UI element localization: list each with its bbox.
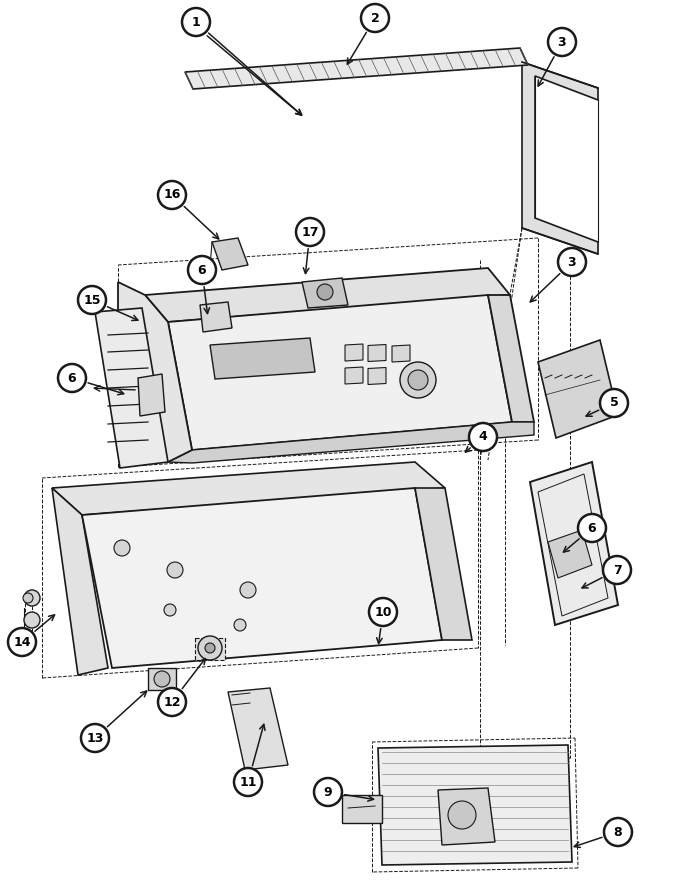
Polygon shape xyxy=(118,282,192,462)
Text: 17: 17 xyxy=(301,226,319,238)
Polygon shape xyxy=(302,278,348,308)
Circle shape xyxy=(164,604,176,616)
Circle shape xyxy=(408,370,428,390)
Text: 11: 11 xyxy=(239,775,257,789)
Polygon shape xyxy=(138,374,165,416)
Circle shape xyxy=(361,4,389,32)
Polygon shape xyxy=(168,295,512,450)
Circle shape xyxy=(154,671,170,687)
Polygon shape xyxy=(185,48,528,89)
Polygon shape xyxy=(522,62,598,254)
Text: 8: 8 xyxy=(613,825,622,839)
Text: 4: 4 xyxy=(479,430,488,444)
Circle shape xyxy=(400,362,436,398)
Polygon shape xyxy=(345,344,363,361)
Circle shape xyxy=(369,598,397,626)
Text: 13: 13 xyxy=(86,731,103,745)
Polygon shape xyxy=(228,688,288,770)
Polygon shape xyxy=(378,745,572,865)
Text: 5: 5 xyxy=(610,396,618,410)
Polygon shape xyxy=(168,422,534,463)
Text: 2: 2 xyxy=(371,12,379,24)
Circle shape xyxy=(448,801,476,829)
Text: 3: 3 xyxy=(568,255,577,269)
Polygon shape xyxy=(52,462,445,515)
Bar xyxy=(195,638,225,660)
Polygon shape xyxy=(212,238,248,270)
Circle shape xyxy=(604,818,632,846)
Polygon shape xyxy=(438,788,495,845)
Text: 10: 10 xyxy=(374,605,392,619)
Circle shape xyxy=(24,590,40,606)
Polygon shape xyxy=(415,488,472,640)
Circle shape xyxy=(24,612,40,628)
Circle shape xyxy=(198,636,222,660)
Polygon shape xyxy=(82,488,442,668)
Circle shape xyxy=(314,778,342,806)
Circle shape xyxy=(234,619,246,631)
Circle shape xyxy=(158,181,186,209)
Text: 6: 6 xyxy=(68,371,76,385)
Text: 12: 12 xyxy=(163,696,181,708)
Bar xyxy=(148,668,176,690)
Polygon shape xyxy=(200,302,232,332)
Polygon shape xyxy=(538,340,618,438)
Circle shape xyxy=(188,256,216,284)
Circle shape xyxy=(240,582,256,598)
Circle shape xyxy=(81,724,109,752)
Polygon shape xyxy=(368,345,386,362)
Circle shape xyxy=(548,28,576,56)
Circle shape xyxy=(296,218,324,246)
Polygon shape xyxy=(368,368,386,385)
Polygon shape xyxy=(52,488,108,675)
Circle shape xyxy=(558,248,586,276)
Polygon shape xyxy=(210,338,315,379)
Polygon shape xyxy=(345,367,363,384)
Circle shape xyxy=(23,593,33,603)
Circle shape xyxy=(158,688,186,716)
Circle shape xyxy=(114,540,130,556)
Circle shape xyxy=(234,768,262,796)
Circle shape xyxy=(182,8,210,36)
Polygon shape xyxy=(392,345,410,362)
Text: 14: 14 xyxy=(13,636,31,648)
Circle shape xyxy=(600,389,628,417)
Polygon shape xyxy=(488,295,534,422)
Text: 1: 1 xyxy=(192,15,201,29)
Text: 7: 7 xyxy=(613,563,622,577)
Polygon shape xyxy=(95,308,168,468)
Circle shape xyxy=(205,643,215,653)
Text: 9: 9 xyxy=(324,786,333,798)
Text: 15: 15 xyxy=(83,294,101,306)
Circle shape xyxy=(317,284,333,300)
Polygon shape xyxy=(530,462,618,625)
Text: 6: 6 xyxy=(198,263,206,277)
Text: 6: 6 xyxy=(588,522,596,535)
Polygon shape xyxy=(548,530,592,578)
Circle shape xyxy=(578,514,606,542)
Circle shape xyxy=(603,556,631,584)
Circle shape xyxy=(78,286,106,314)
Text: 16: 16 xyxy=(163,188,181,202)
Circle shape xyxy=(58,364,86,392)
Text: 3: 3 xyxy=(558,36,566,48)
Bar xyxy=(342,795,382,823)
Circle shape xyxy=(167,562,183,578)
Circle shape xyxy=(469,423,497,451)
Polygon shape xyxy=(145,268,510,322)
Circle shape xyxy=(8,628,36,656)
